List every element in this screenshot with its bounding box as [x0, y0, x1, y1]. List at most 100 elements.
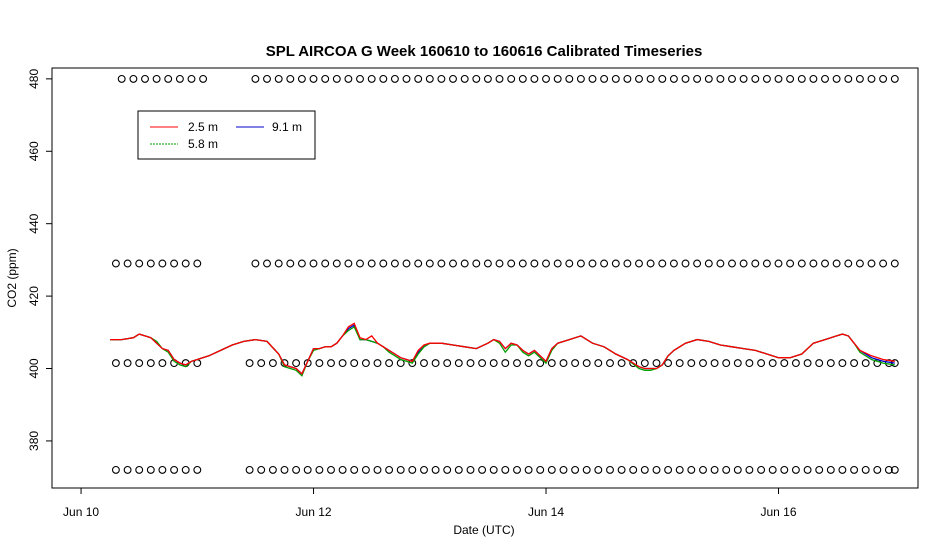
flag-marker [780, 359, 789, 368]
flag-marker [786, 74, 795, 83]
flag-marker [681, 74, 690, 83]
y-tick-label: 480 [27, 69, 41, 89]
flag-marker [454, 359, 463, 368]
flag-marker [117, 74, 126, 83]
flag-marker [390, 74, 399, 83]
flag-marker [658, 259, 667, 268]
legend-box [137, 110, 316, 160]
flag-marker [861, 359, 870, 368]
flag-marker [356, 74, 364, 83]
flag-marker [675, 359, 684, 368]
y-axis: 380 400 420 440 460 480 [27, 69, 52, 451]
flag-marker [821, 259, 829, 268]
flag-marker [861, 465, 870, 474]
flag-marker [338, 465, 347, 474]
flag-marker [553, 74, 562, 83]
flag-marker [844, 74, 853, 83]
flag-marker [675, 465, 684, 474]
x-tick-label: Jun 14 [528, 505, 564, 519]
flag-marker [774, 74, 783, 83]
flag-marker [286, 259, 295, 268]
flag-marker [832, 259, 841, 268]
flag-marker [327, 465, 335, 474]
flag-marker [687, 465, 696, 474]
flag-marker [588, 74, 597, 83]
legend-label-9-1m: 9.1 m [272, 120, 302, 134]
flag-marker [309, 74, 318, 83]
flag-marker [751, 74, 760, 83]
flag-marker [158, 259, 167, 268]
flag-marker [867, 74, 876, 83]
flag-marker [297, 74, 306, 83]
flag-marker [821, 74, 829, 83]
flag-marker [402, 74, 411, 83]
flag-marker [588, 259, 597, 268]
flag-marker [367, 259, 376, 268]
flag-marker [873, 465, 882, 474]
flag-marker [617, 359, 626, 368]
flag-marker [379, 259, 388, 268]
flag-marker [489, 359, 498, 368]
flag-marker [890, 259, 899, 268]
flag-marker [722, 465, 731, 474]
flag-marker [437, 74, 446, 83]
flag-marker [344, 259, 353, 268]
flag-marker [449, 259, 457, 268]
flag-marker [111, 465, 120, 474]
flag-marker [170, 259, 179, 268]
flag-marker [640, 465, 649, 474]
y-tick-label: 420 [27, 286, 41, 306]
flag-marker [768, 359, 777, 368]
flag-marker [803, 465, 812, 474]
flag-marker [797, 74, 806, 83]
flag-marker [385, 359, 394, 368]
flag-marker [565, 259, 574, 268]
flag-marker [722, 359, 731, 368]
flag-marker [576, 259, 585, 268]
flag-marker [414, 259, 423, 268]
flag-marker [478, 359, 487, 368]
flag-marker [164, 74, 173, 83]
flag-marker [332, 259, 341, 268]
flag-marker [437, 259, 446, 268]
flag-marker [600, 74, 609, 83]
flag-marker [321, 259, 330, 268]
flag-marker [129, 74, 138, 83]
flag-marker [199, 74, 208, 83]
flag-marker [303, 465, 312, 474]
y-tick-label: 440 [27, 213, 41, 233]
flag-marker [385, 465, 394, 474]
flag-marker [408, 465, 417, 474]
flag-marker [739, 259, 748, 268]
flag-marker [245, 465, 254, 474]
flag-marker [338, 359, 347, 368]
flag-marker [635, 259, 643, 268]
flag-marker [292, 465, 301, 474]
flag-marker [716, 259, 725, 268]
flag-marker [664, 465, 673, 474]
flag-marker [361, 465, 370, 474]
flag-marker [542, 74, 550, 83]
flag-marker [181, 465, 190, 474]
x-axis: Jun 10 Jun 12 Jun 14 Jun 16 [63, 488, 797, 519]
flag-marker [565, 74, 574, 83]
flag-marker [855, 259, 864, 268]
flag-marker [617, 465, 626, 474]
flag-marker [501, 359, 510, 368]
flag-marker [850, 359, 859, 368]
flag-marker [483, 259, 492, 268]
flag-marker [152, 74, 161, 83]
flag-marker [606, 359, 614, 368]
y-axis-label: CO2 (ppm) [5, 248, 19, 307]
flag-marker [576, 74, 585, 83]
flag-marker [646, 259, 655, 268]
flag-marker [146, 259, 155, 268]
flag-marker [809, 74, 818, 83]
flag-marker [728, 259, 736, 268]
flag-marker [367, 74, 376, 83]
flag-marker [780, 465, 789, 474]
x-tick-label: Jun 12 [296, 505, 332, 519]
flag-marker [652, 465, 661, 474]
flag-marker [292, 359, 301, 368]
